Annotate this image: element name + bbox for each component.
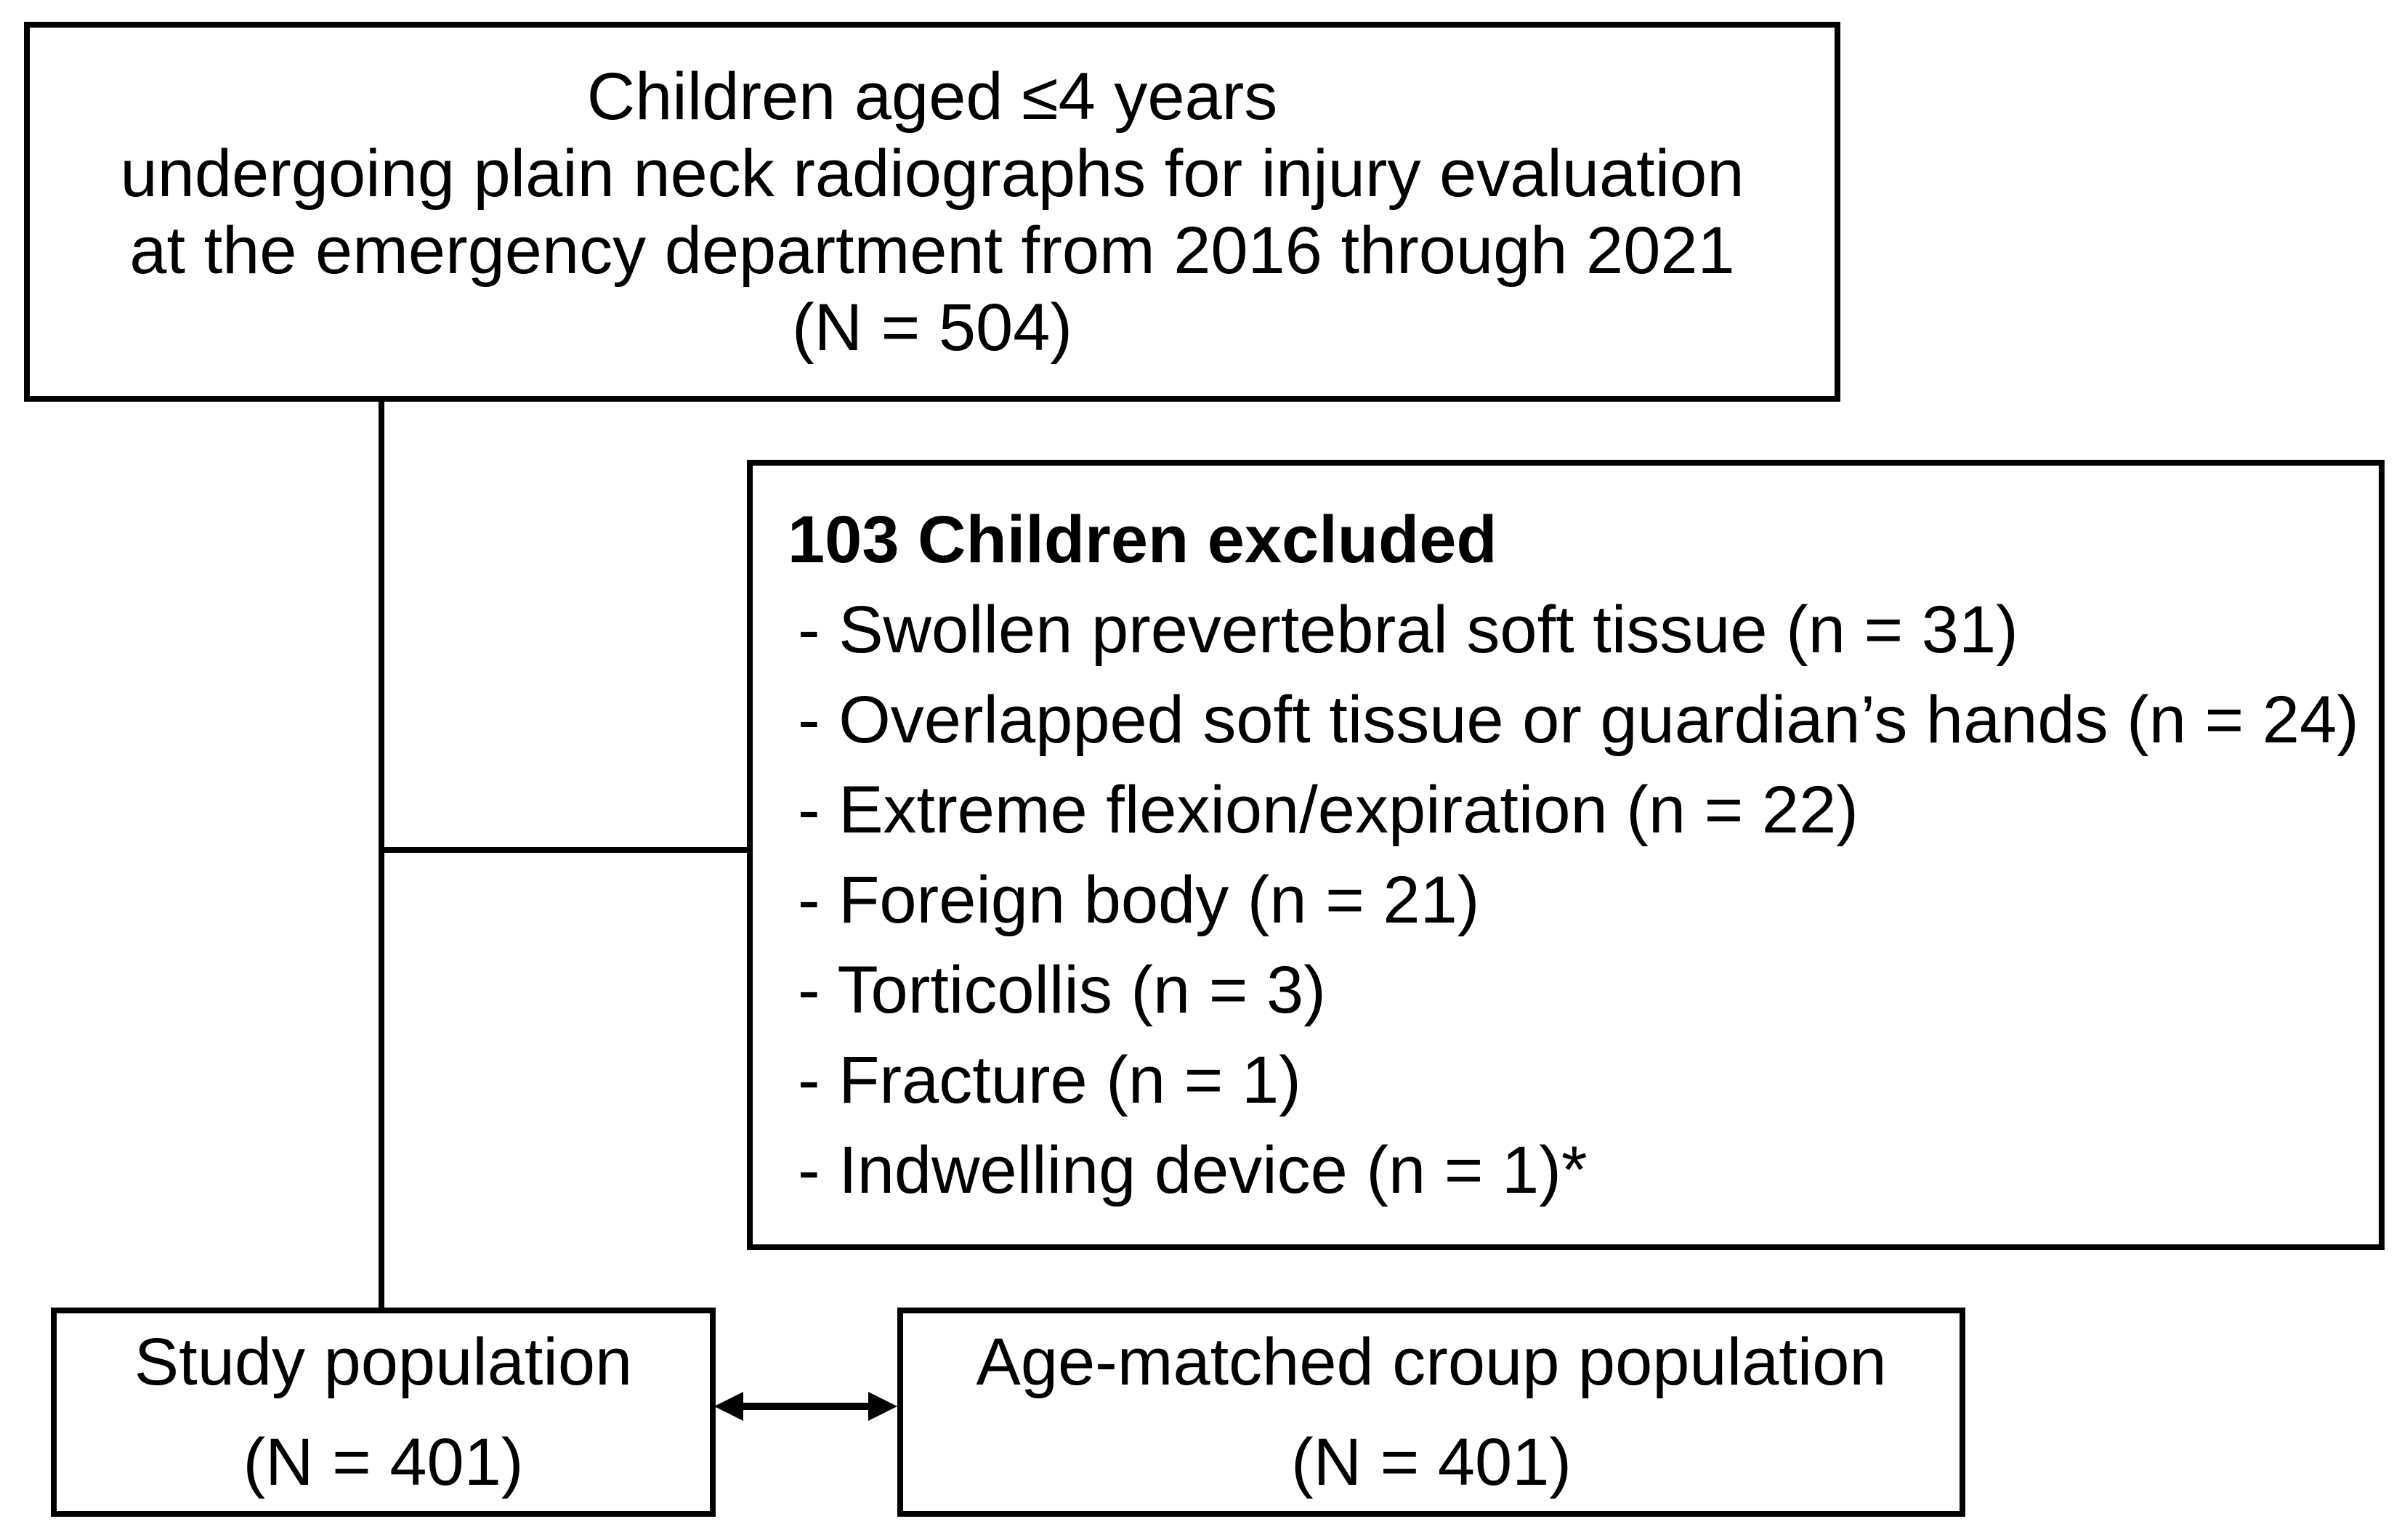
study-population-label: Study population [134, 1325, 633, 1399]
exclusion-item: - Extreme flexion/expiration (n = 22) [798, 773, 1859, 847]
connector-horizontal-line [379, 847, 747, 853]
study-population-count: (N = 401) [243, 1425, 524, 1499]
enrollment-count: (N = 504) [791, 290, 1073, 365]
study-population-box: Study population (N = 401) [51, 1308, 716, 1517]
croup-population-count: (N = 401) [1290, 1425, 1572, 1499]
croup-population-box: Age-matched croup population (N = 401) [897, 1308, 1965, 1517]
exclusion-item: - Torticollis (n = 3) [798, 953, 1326, 1027]
enrollment-box: Children aged ≤4 years undergoing plain … [24, 22, 1840, 402]
enrollment-line-2: undergoing plain neck radiographs for in… [120, 136, 1744, 211]
croup-population-label: Age-matched croup population [976, 1325, 1887, 1399]
double-headed-arrow-icon [714, 1392, 897, 1421]
enrollment-line-3: at the emergency department from 2016 th… [129, 213, 1735, 288]
exclusion-item: - Overlapped soft tissue or guardian’s h… [798, 683, 2359, 757]
exclusion-item: - Foreign body (n = 21) [798, 863, 1480, 937]
exclusion-item: - Indwelling device (n = 1)* [798, 1133, 1588, 1207]
exclusion-box: 103 Children excluded - Swollen preverte… [747, 460, 2385, 1250]
exclusion-title: 103 Children excluded [788, 503, 1497, 577]
connector-vertical-line [379, 401, 384, 1308]
exclusion-item: - Swollen prevertebral soft tissue (n = … [798, 593, 2018, 667]
enrollment-line-1: Children aged ≤4 years [586, 59, 1278, 134]
exclusion-item: - Fracture (n = 1) [798, 1043, 1301, 1117]
